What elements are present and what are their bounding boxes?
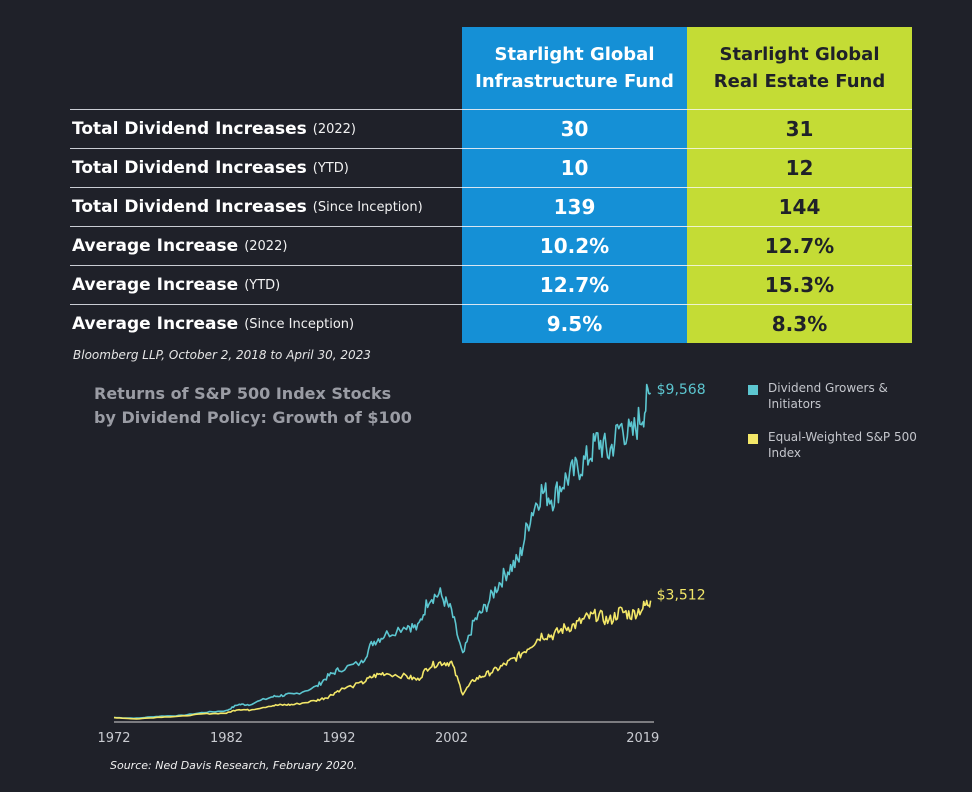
row-label-main: Average Increase: [72, 275, 239, 295]
table-row: Average Increase (Since Inception) 9.5% 8…: [70, 304, 912, 343]
x-tick-label: 1982: [210, 731, 243, 746]
row-label-qualifier: (2022): [244, 238, 288, 254]
legend-label-equal-weighted: Equal-Weighted S&P 500 Index: [768, 430, 917, 460]
row-label-qualifier: (YTD): [312, 160, 349, 176]
row-label-qualifier: (Since Inception): [312, 199, 423, 215]
row-label-qualifier: (Since Inception): [244, 316, 355, 332]
end-label-dividend-growers: $9,568: [657, 382, 706, 398]
table-row: Average Increase (2022) 10.2% 12.7%: [70, 226, 912, 265]
header-infra-line-2: Infrastructure Fund: [475, 71, 674, 92]
row-label: Average Increase (YTD): [72, 266, 460, 304]
legend-label-dividend-growers: Dividend Growers & Initiators: [768, 381, 888, 411]
row-label-main: Average Increase: [72, 236, 239, 256]
chart-title-line-1: Returns of S&P 500 Index Stocks: [94, 384, 392, 403]
real-estate-value: 12.7%: [687, 226, 912, 265]
x-tick-label: 1992: [322, 731, 355, 746]
real-estate-value: 15.3%: [687, 265, 912, 304]
legend-swatch-dividend-growers: [748, 385, 758, 395]
row-label: Average Increase (2022): [72, 227, 460, 265]
row-label-qualifier: (YTD): [244, 277, 281, 293]
table-row: Average Increase (YTD) 12.7% 15.3%: [70, 265, 912, 304]
row-label: Total Dividend Increases (YTD): [72, 149, 460, 187]
chart-title-line-2: by Dividend Policy: Growth of $100: [94, 408, 412, 427]
table-row: Total Dividend Increases (Since Inception…: [70, 187, 912, 226]
x-tick-label: 2019: [626, 731, 659, 746]
series-line-dividend-growers: [113, 383, 652, 720]
row-label-qualifier: (2022): [312, 121, 356, 137]
end-label-equal-weighted: $3,512: [657, 588, 706, 604]
header-real-estate-fund: Starlight Global Real Estate Fund: [687, 27, 912, 109]
row-label-main: Total Dividend Increases: [72, 197, 307, 217]
row-label-main: Total Dividend Increases: [72, 119, 307, 139]
header-infra-line-1: Starlight Global: [494, 44, 655, 65]
infra-value: 10.2%: [462, 226, 687, 265]
dividend-table: Starlight Global Infrastructure Fund Sta…: [70, 27, 912, 343]
table-source-note: Bloomberg LLP, October 2, 2018 to April …: [73, 348, 371, 362]
header-re-line-1: Starlight Global: [719, 44, 880, 65]
infra-value: 30: [462, 109, 687, 148]
chart-source-note: Source: Ned Davis Research, February 202…: [110, 759, 358, 772]
x-tick-label: 2002: [435, 731, 468, 746]
header-re-line-2: Real Estate Fund: [713, 71, 886, 92]
infra-value: 9.5%: [462, 304, 687, 343]
legend-swatch-equal-weighted: [748, 434, 758, 444]
infra-value: 12.7%: [462, 265, 687, 304]
row-label: Total Dividend Increases (Since Inception…: [72, 188, 460, 226]
row-label: Total Dividend Increases (2022): [72, 110, 460, 148]
infra-value: 10: [462, 148, 687, 187]
real-estate-value: 8.3%: [687, 304, 912, 343]
real-estate-value: 31: [687, 109, 912, 148]
row-label: Average Increase (Since Inception): [72, 305, 460, 343]
chart-title: Returns of S&P 500 Index Stocks by Divid…: [94, 382, 412, 430]
x-tick-label: 1972: [97, 731, 130, 746]
infra-value: 139: [462, 187, 687, 226]
header-infrastructure-fund: Starlight Global Infrastructure Fund: [462, 27, 687, 109]
table-row: Total Dividend Increases (YTD) 10 12: [70, 148, 912, 187]
real-estate-value: 144: [687, 187, 912, 226]
row-label-main: Average Increase: [72, 314, 239, 334]
real-estate-value: 12: [687, 148, 912, 187]
series-line-equal-weighted: [113, 599, 652, 720]
table-row: Total Dividend Increases (2022) 30 31: [70, 109, 912, 148]
row-label-main: Total Dividend Increases: [72, 158, 307, 178]
